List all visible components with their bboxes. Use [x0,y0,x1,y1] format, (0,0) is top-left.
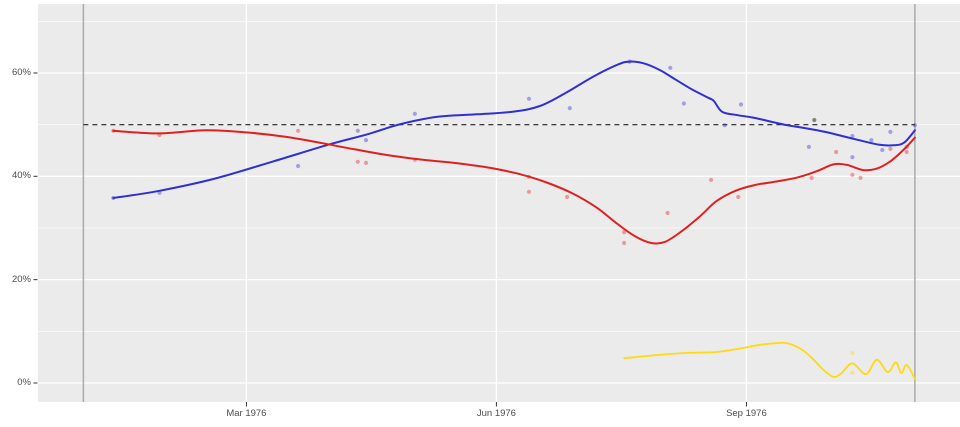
red-polls-point [665,210,670,216]
red-polls-point [834,149,839,155]
y-tick-label-40: 40% [11,170,31,182]
red-polls-point [355,159,360,164]
red-polls-point [858,175,863,180]
campaign-vlines [82,4,916,402]
blue-polls-point [668,65,673,70]
poll-scatter-points [111,59,918,375]
blue-polls-point [850,155,855,160]
red-polls-point [736,194,741,200]
yellow-polls-point [850,370,855,375]
x-tick-label-jun1976: Jun 1976 [476,408,516,419]
yellow-polls-point [850,350,855,356]
red-polls-point [565,194,570,200]
red-polls-point [363,160,369,165]
red-polls-point [296,128,301,133]
y-tick-label-20: 20% [11,273,31,285]
blue-polls-point [296,163,301,169]
blue-polls-point [722,123,727,128]
red-polls-point [809,175,814,180]
blue-polls-point [912,123,918,128]
blue-polls-point [681,101,687,106]
red-polls-point [622,230,627,235]
blue-polls-point [526,96,532,101]
blue-polls-point [888,129,893,134]
x-tick-label-mar1976: Mar 1976 [226,408,267,419]
blue-polls-point [869,138,874,143]
blue-polls-point [880,147,885,153]
red-polls-point [888,146,893,151]
gridlines [38,4,960,402]
y-tick-label-60: 60% [11,66,31,78]
y-tick-label-0: 0% [17,376,31,388]
blue-polls-point [738,102,744,107]
red-polls-point [709,177,714,182]
blue-trend-line [112,60,916,199]
red-polls-point [904,149,909,155]
trend-lines [112,60,916,380]
blue-polls-point [355,128,360,133]
red-polls-point [622,240,627,246]
red-trend-line [112,129,916,245]
blue-polls-point [412,111,417,116]
x-tick-label-sep1976: Sep 1976 [726,408,767,419]
red-polls-point [850,172,855,177]
blue-polls-point [363,138,369,143]
yellow-trend-line [623,341,916,380]
blue-polls-point [567,106,572,111]
plot-panel [38,4,960,402]
axis-tick-marks [33,72,747,407]
blue-polls-point [806,144,812,149]
blue-polls-point [850,133,855,139]
red-polls-point [526,189,532,194]
gray-polls-point [812,117,817,123]
